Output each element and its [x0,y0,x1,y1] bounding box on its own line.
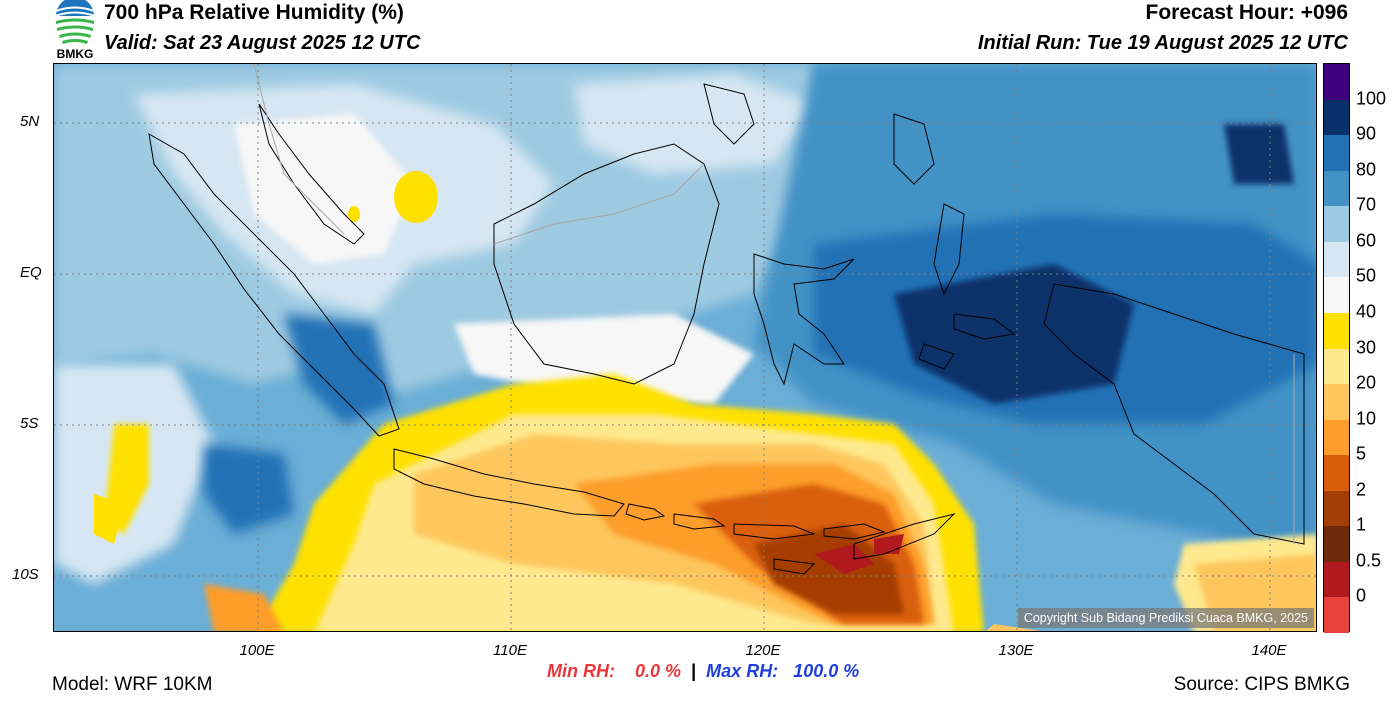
lat-label-eq: EQ [20,264,42,281]
rh-stats: Min RH: 0.0 % | Max RH: 100.0 % [547,661,859,682]
copyright-notice: Copyright Sub Bidang Prediksi Cuaca BMKG… [1017,608,1314,628]
colorbar-label: 50 [1356,265,1377,286]
colorbar-swatch [1324,170,1349,207]
logo-text: BMKG [57,47,94,61]
colorbar-swatch [1324,597,1349,633]
stats-separator: | [691,661,697,681]
colorbar-label: 30 [1356,337,1377,357]
colorbar-swatch [1324,561,1349,598]
colorbar [1323,63,1350,633]
bmkg-logo: BMKG [50,0,100,62]
lon-label-130e: 130E [998,642,1034,659]
humidity-fill-layers [54,64,1316,631]
lon-label-110e: 110E [493,642,527,659]
colorbar-label: 2 [1356,479,1367,500]
data-source: Source: CIPS BMKG [1173,674,1350,695]
valid-time: Valid: Sat 23 August 2025 12 UTC [104,32,421,54]
colorbar-swatch [1324,64,1349,100]
colorbar-label: 5 [1356,443,1367,464]
colorbar-label: 20 [1356,372,1377,393]
colorbar-label: 0.5 [1356,550,1382,571]
lat-label-5s: 5S [20,415,39,432]
colorbar-label: 70 [1356,194,1377,215]
max-rh-value: 100.0 % [793,661,860,681]
min-rh-value: 0.0 % [635,661,682,681]
colorbar-swatch [1324,206,1349,242]
colorbar-swatch [1324,241,1349,278]
lat-label-5n: 5N [20,113,40,130]
lat-label-10s: 10S [12,566,39,583]
humidity-map: Copyright Sub Bidang Prediksi Cuaca BMKG… [53,63,1317,632]
colorbar-label: 10 [1356,408,1377,429]
colorbar-label: 90 [1356,123,1377,144]
colorbar-swatch [1324,348,1349,385]
coastlines [148,83,1305,575]
colorbar-swatch [1324,455,1349,491]
min-rh-label: Min RH: [547,661,615,681]
forecast-hour: Forecast Hour: +096 [1145,1,1349,24]
colorbar-label: 40 [1356,301,1377,322]
colorbar-swatch [1324,384,1349,420]
initial-run: Initial Run: Tue 19 August 2025 12 UTC [977,32,1348,54]
lon-label-120e: 120E [745,642,781,659]
colorbar-label: 60 [1356,230,1377,251]
model-name: Model: WRF 10KM [52,674,213,695]
colorbar-swatch [1324,312,1349,349]
colorbar-swatch [1324,277,1349,313]
colorbar-swatch [1324,99,1349,136]
colorbar-label: 100 [1356,88,1387,109]
country-borders [253,64,1295,544]
colorbar-swatch [1324,490,1349,527]
lon-label-100e: 100E [239,642,275,659]
max-rh-label: Max RH: [706,661,779,681]
colorbar-swatch [1324,526,1349,562]
colorbar-label: 0 [1356,585,1367,606]
map-title: 700 hPa Relative Humidity (%) [104,1,404,24]
colorbar-label: 1 [1356,514,1367,535]
colorbar-label: 80 [1356,159,1377,180]
lon-label-140e: 140E [1251,642,1287,659]
colorbar-swatch [1324,419,1349,456]
colorbar-swatch [1324,135,1349,171]
